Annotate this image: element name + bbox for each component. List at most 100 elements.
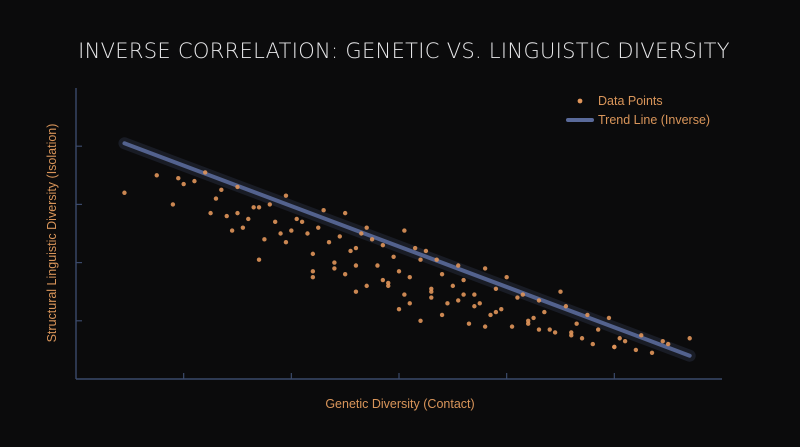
data-point [445, 301, 450, 306]
y-axis-label: Structural Linguistic Diversity (Isolati… [45, 124, 59, 343]
data-point [606, 315, 612, 321]
data-point [256, 205, 262, 210]
data-point [283, 193, 289, 198]
data-point [434, 257, 439, 262]
data-point [579, 336, 585, 341]
data-point [321, 208, 326, 213]
data-point [402, 228, 407, 233]
data-point [660, 338, 665, 344]
data-point [542, 309, 547, 315]
data-point [364, 283, 369, 289]
x-axis-label: Genetic Diversity (Contact) [325, 397, 474, 411]
data-point [272, 219, 278, 225]
data-point [423, 248, 429, 254]
data-point [649, 350, 655, 356]
data-point [450, 283, 456, 289]
data-point [262, 237, 267, 242]
data-point [466, 321, 472, 326]
data-point [289, 228, 294, 233]
data-point [219, 187, 224, 193]
data-point [520, 292, 526, 297]
data-point [122, 190, 127, 195]
data-point [595, 327, 601, 332]
data-point [482, 324, 488, 329]
data-point [359, 231, 364, 236]
points-layer [122, 170, 692, 356]
data-point [472, 292, 477, 297]
data-point [305, 231, 310, 236]
data-point [461, 292, 466, 297]
legend-label-trend-line: Trend Line (Inverse) [598, 113, 710, 127]
data-point [439, 272, 445, 277]
data-point [170, 202, 176, 207]
data-point [665, 341, 671, 347]
data-point [246, 216, 251, 222]
data-point [391, 254, 396, 259]
data-point [326, 240, 332, 245]
data-point [353, 289, 359, 294]
data-point [687, 336, 692, 341]
data-point [569, 330, 574, 335]
data-point [278, 231, 283, 236]
data-point [316, 225, 321, 230]
data-point [369, 237, 375, 242]
data-point [633, 347, 639, 353]
legend-label-data-points: Data Points [598, 94, 663, 108]
data-point [337, 234, 342, 239]
data-point [310, 274, 316, 280]
data-point [256, 257, 262, 262]
data-point [380, 277, 386, 283]
data-point [353, 263, 359, 268]
data-point [590, 341, 595, 347]
data-point [536, 298, 542, 303]
axes [75, 88, 722, 380]
data-point [386, 283, 391, 289]
data-point [622, 338, 628, 344]
data-point [472, 304, 477, 309]
data-point [499, 306, 504, 312]
data-point [493, 309, 499, 315]
data-point [251, 205, 256, 210]
data-point [310, 269, 316, 274]
data-point [552, 330, 558, 335]
data-point [154, 173, 159, 178]
data-point [229, 228, 235, 233]
data-point [203, 170, 208, 175]
data-point [429, 286, 434, 291]
data-point [407, 274, 412, 280]
data-point [617, 336, 622, 341]
legend: Data Points Trend Line (Inverse) [566, 94, 710, 127]
data-point [353, 245, 359, 251]
data-point [493, 286, 499, 291]
data-point [224, 213, 229, 219]
data-point [456, 298, 461, 303]
data-point [488, 312, 493, 318]
chart-title: INVERSE CORRELATION: GENETIC VS. LINGUIS… [78, 39, 730, 63]
data-point [396, 306, 402, 312]
data-point [418, 318, 423, 323]
data-point [235, 210, 240, 216]
data-point [283, 240, 289, 245]
data-point [536, 327, 542, 332]
data-point [531, 315, 536, 321]
data-point [380, 242, 386, 248]
data-point [563, 304, 569, 309]
data-point [402, 292, 407, 297]
data-point [364, 225, 369, 230]
data-point [213, 196, 219, 201]
data-point [310, 251, 316, 257]
data-point [192, 178, 197, 184]
data-point [547, 327, 552, 332]
data-point [332, 260, 337, 265]
data-point [482, 266, 488, 271]
data-point [294, 216, 299, 222]
data-point [558, 289, 563, 294]
data-point [456, 263, 461, 268]
data-point [342, 272, 348, 277]
data-point [439, 312, 445, 318]
data-point [509, 324, 515, 329]
data-point [407, 301, 412, 306]
data-point [477, 301, 482, 306]
data-point [235, 184, 240, 190]
